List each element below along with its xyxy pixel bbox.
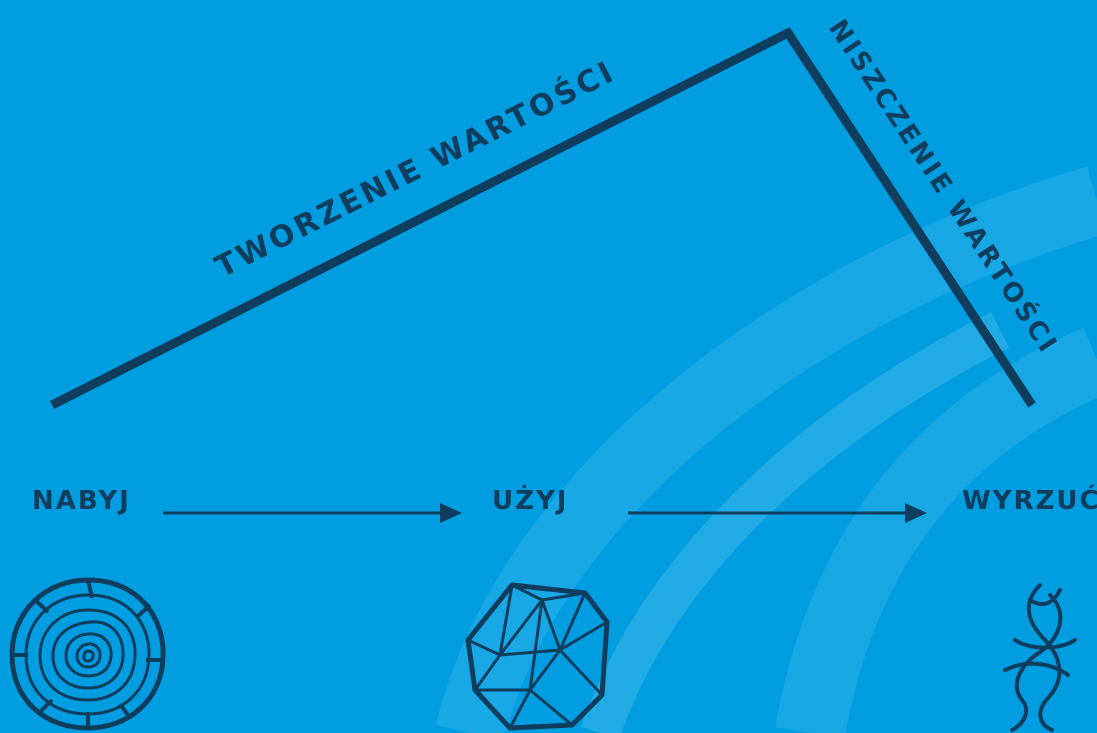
background-arc-inner	[775, 327, 1097, 733]
value-curve	[49, 27, 1036, 410]
background-arcs-light	[581, 312, 1009, 733]
arrow-use-to-discard	[628, 503, 927, 523]
tree-rings-icon	[9, 577, 166, 731]
tangled-strands-icon	[1003, 583, 1077, 732]
arrow-acquire-to-use	[163, 503, 462, 523]
step-label-use: UŻYJ	[492, 486, 569, 516]
crystal-polyhedron-icon	[465, 582, 610, 731]
step-label-discard: WYRZUĆ	[962, 486, 1097, 516]
value-creation-label: TWORZENIE WARTOŚCI	[209, 52, 621, 285]
step-label-acquire: NABYJ	[32, 486, 131, 516]
background-arc-middle	[581, 312, 1009, 733]
